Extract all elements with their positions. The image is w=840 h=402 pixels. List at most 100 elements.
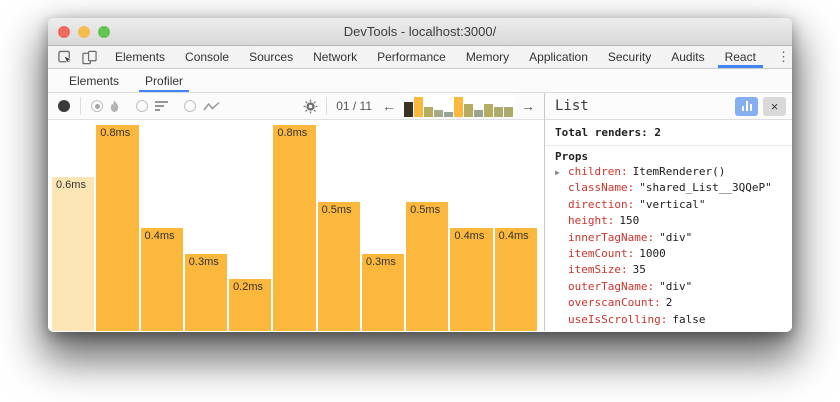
prop-row: height 150 (555, 214, 782, 230)
inspect-element-icon[interactable] (58, 50, 73, 65)
commit-bar[interactable]: 0.5ms (317, 202, 360, 331)
commit-bar[interactable]: 0.2ms (229, 279, 272, 331)
selected-component-name: List (555, 98, 589, 114)
tab-sources[interactable]: Sources (249, 50, 294, 64)
prop-value: 2 (665, 296, 673, 310)
radio-selected-icon (91, 100, 103, 112)
gear-icon (303, 98, 319, 114)
commit-duration-label: 0.8ms (100, 127, 131, 139)
prop-name: innerTagName (568, 231, 654, 244)
minimize-window-button[interactable] (78, 25, 90, 38)
minimap-commit-bar[interactable] (474, 110, 483, 117)
toggle-device-toolbar-icon[interactable] (82, 50, 97, 65)
prop-name: outerTagName (568, 280, 654, 293)
minimap-commit-bar[interactable] (444, 112, 453, 117)
minimap-commit-bar[interactable] (504, 107, 513, 117)
commit-bar[interactable]: 0.8ms (96, 125, 139, 331)
minimap-commit-bar[interactable] (424, 107, 433, 117)
record-button[interactable] (58, 100, 70, 112)
total-renders: Total renders: 2 (545, 120, 792, 146)
ranked-view-radio[interactable] (136, 100, 168, 112)
commit-duration-label: 0.4ms (498, 230, 529, 242)
prop-value: "shared_List__3QQeP" (639, 181, 772, 195)
tab-react[interactable]: React (715, 46, 766, 68)
tab-security[interactable]: Security (607, 50, 652, 64)
commit-bar[interactable]: 0.8ms (273, 125, 316, 331)
prop-value: 300 (613, 329, 633, 331)
minimap-commit-bar[interactable] (454, 97, 463, 117)
commit-duration-label: 0.3ms (365, 256, 396, 268)
flamegraph-view-radio[interactable] (91, 99, 120, 113)
commit-bar[interactable]: 0.4ms (450, 228, 493, 331)
zoom-window-button[interactable] (98, 25, 110, 38)
more-options-icon[interactable]: ⋮ (776, 49, 790, 64)
commit-duration-label: 0.5ms (321, 204, 352, 216)
next-commit-button[interactable]: → (521, 98, 535, 114)
commit-duration-label: 0.8ms (277, 127, 308, 139)
prop-name: width (568, 329, 608, 331)
devtools-tab-bar: Elements Console Sources Network Performance… (48, 46, 792, 69)
prop-name: itemCount (568, 247, 634, 260)
prop-value: 1000 (639, 246, 666, 260)
commit-duration-label: 0.4ms (144, 230, 175, 242)
tab-audits[interactable]: Audits (671, 50, 705, 64)
minimap-commit-bar[interactable] (404, 102, 413, 117)
prop-name: children (568, 165, 628, 178)
interactions-chart-icon (203, 101, 220, 112)
toolbar-divider (326, 97, 328, 115)
minimap-commit-bar[interactable] (414, 97, 423, 117)
radio-unselected-icon (184, 100, 196, 112)
props-section: Props ▶ children ItemRenderer() className "s… (545, 146, 792, 331)
view-component-chart-button[interactable] (735, 96, 758, 116)
commit-selector-minimap[interactable] (402, 95, 515, 117)
minimap-commit-bar[interactable] (484, 104, 493, 117)
tab-elements[interactable]: Elements (115, 50, 166, 64)
commit-bar[interactable]: 0.6ms (52, 177, 95, 331)
tab-console[interactable]: Console (185, 50, 230, 64)
subtab-profiler[interactable]: Profiler (132, 69, 196, 92)
commit-duration-label: 0.5ms (410, 204, 441, 216)
tab-performance[interactable]: Performance (377, 50, 446, 64)
commit-counter: 01 / 11 (336, 99, 372, 113)
minimap-commit-bar[interactable] (494, 107, 503, 117)
window-controls (58, 25, 110, 38)
prop-row: outerTagName "div" (555, 280, 782, 296)
props-list: ▶ children ItemRenderer() className "shared_… (555, 165, 782, 331)
prop-name: itemSize (568, 263, 628, 276)
commit-duration-label: 0.6ms (56, 179, 86, 191)
profiler-pane: 01 / 11 ← → 0.6ms 0.8ms 0.4ms 0.3ms 0.2ms 0.8… (48, 93, 545, 331)
commit-chart: 0.6ms 0.8ms 0.4ms 0.3ms 0.2ms 0.8ms 0.5ms 0.3ms… (48, 120, 544, 331)
prop-value: "div" (659, 279, 693, 293)
tab-memory[interactable]: Memory (465, 50, 510, 64)
bar-chart-icon (741, 101, 752, 111)
commit-duration-label: 0.3ms (188, 256, 219, 268)
prop-row: className "shared_List__3QQeP" (555, 181, 782, 197)
commit-bar[interactable]: 0.3ms (361, 254, 405, 331)
expand-arrow-icon[interactable]: ▶ (555, 168, 560, 177)
props-heading: Props (555, 150, 589, 163)
prop-row: itemSize 35 (555, 263, 782, 279)
minimap-commit-bar[interactable] (464, 104, 473, 117)
close-panel-button[interactable]: × (763, 96, 786, 116)
main-tabs: Elements Console Sources Network Performance… (105, 46, 766, 68)
prop-row: direction "vertical" (555, 198, 782, 214)
subtab-elements[interactable]: Elements (69, 73, 120, 88)
tab-network[interactable]: Network (313, 50, 358, 64)
commit-bar[interactable]: 0.4ms (140, 228, 183, 331)
prop-row: itemCount 1000 (555, 247, 782, 263)
flame-icon (109, 99, 120, 113)
commit-bar[interactable]: 0.5ms (406, 202, 449, 331)
component-details-panel: List × Total renders: 2 Props ▶ children I… (545, 93, 792, 331)
react-devtools-sub-tabs: Elements Profiler (48, 69, 792, 93)
tab-application[interactable]: Application (529, 50, 588, 64)
previous-commit-button[interactable]: ← (382, 98, 396, 114)
interactions-view-radio[interactable] (184, 100, 220, 112)
prop-value: ItemRenderer() (632, 165, 726, 178)
commit-bar[interactable]: 0.4ms (494, 228, 537, 331)
close-window-button[interactable] (58, 25, 70, 38)
ranked-chart-icon (155, 101, 168, 111)
commit-bar[interactable]: 0.3ms (184, 254, 228, 331)
minimap-commit-bar[interactable] (434, 110, 443, 117)
profiler-settings-button[interactable] (295, 98, 326, 114)
prop-name: height (568, 214, 614, 227)
